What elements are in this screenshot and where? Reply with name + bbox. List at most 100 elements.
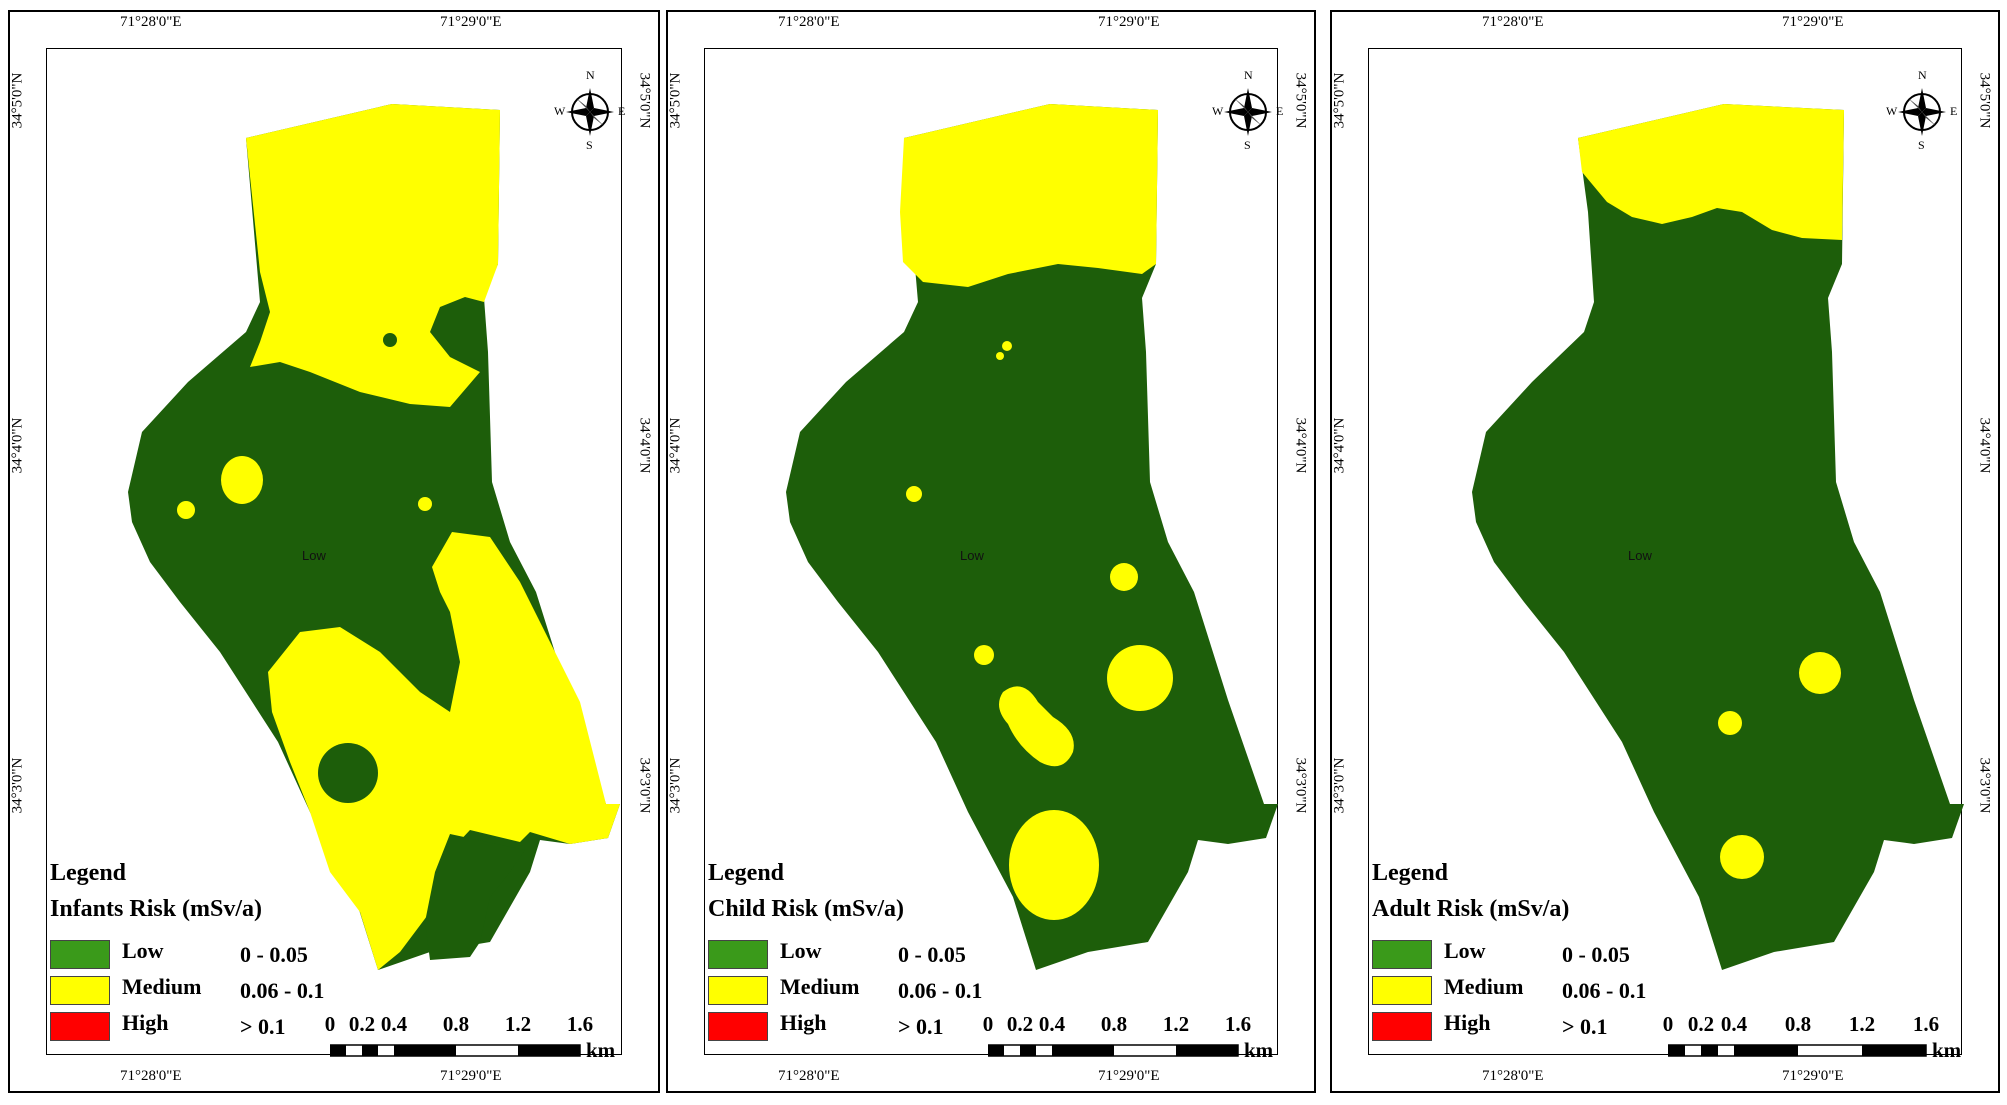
scale-tick: 1.6 bbox=[1912, 1012, 1940, 1036]
legend-label: High bbox=[122, 1010, 169, 1035]
zone-medium-1 bbox=[1799, 652, 1841, 694]
compass-w: W bbox=[554, 104, 566, 118]
lat-left-top: 34°5'0"N bbox=[1331, 72, 1348, 129]
zone-medium-2 bbox=[177, 501, 195, 519]
lat-right-bottom: 34°3'0"N bbox=[1976, 757, 1993, 814]
swatch-low bbox=[1372, 940, 1432, 969]
legend-range: 0 - 0.05 bbox=[1562, 942, 1630, 967]
zone-medium-8 bbox=[1009, 810, 1099, 920]
map-panel-infants: Low 71°28'0"E 71°29'0"E 71°28'0"E 71°29'… bbox=[8, 10, 660, 1093]
zone-medium-2 bbox=[1718, 711, 1742, 735]
lat-left-mid: 34°4'0"N bbox=[9, 417, 26, 474]
scale-unit: km bbox=[1932, 1038, 1962, 1062]
scale-tick: 0.4 bbox=[1720, 1012, 1748, 1036]
legend-subtitle: Adult Risk (mSv/a) bbox=[1372, 896, 1570, 922]
bottom-lon-right: 71°29'0"E bbox=[1098, 1068, 1160, 1084]
legend-subtitle: Child Risk (mSv/a) bbox=[708, 896, 905, 922]
legend-subtitle: Infants Risk (mSv/a) bbox=[50, 896, 263, 922]
scale-bar: 0 0.2 0.4 0.8 1.2 1.6 km bbox=[983, 1012, 1273, 1062]
swatch-medium bbox=[1372, 976, 1432, 1005]
compass-s: S bbox=[586, 138, 593, 152]
map-panel-adult: Low 71°28'0"E 71°29'0"E 71°28'0"E 71°29'… bbox=[1330, 10, 2000, 1093]
zone-medium-6 bbox=[974, 645, 994, 665]
zone-low-south bbox=[425, 834, 525, 960]
zone-medium-2 bbox=[1002, 341, 1012, 351]
legend-label: Low bbox=[780, 938, 822, 963]
legend-label: Medium bbox=[780, 974, 860, 999]
legend-range: > 0.1 bbox=[1562, 1014, 1608, 1039]
north-arrow: N S W E bbox=[1212, 68, 1283, 152]
legend-range: 0.06 - 0.1 bbox=[898, 978, 983, 1003]
zone-medium-1 bbox=[906, 486, 922, 502]
zone-medium-east bbox=[268, 532, 620, 970]
top-lon-left: 71°28'0"E bbox=[778, 14, 840, 30]
compass-w: W bbox=[1886, 104, 1898, 118]
compass-rose-icon bbox=[1898, 88, 1946, 136]
scale-tick: 1.2 bbox=[1848, 1012, 1876, 1036]
legend-range: 0.06 - 0.1 bbox=[240, 978, 325, 1003]
scale-tick: 1.2 bbox=[1162, 1012, 1190, 1036]
zone-medium-3 bbox=[418, 497, 432, 511]
map-svg bbox=[786, 104, 1278, 970]
bottom-lon-left: 71°28'0"E bbox=[1482, 1068, 1544, 1084]
lat-left-mid: 34°4'0"N bbox=[667, 417, 684, 474]
compass-e: E bbox=[618, 104, 626, 118]
zone-low-dot bbox=[383, 333, 397, 347]
top-lon-left: 71°28'0"E bbox=[1482, 14, 1544, 30]
lat-left-top: 34°5'0"N bbox=[9, 72, 26, 129]
compass-n: N bbox=[1918, 68, 1927, 82]
swatch-high bbox=[1372, 1012, 1432, 1041]
lat-right-top: 34°5'0"N bbox=[1292, 72, 1309, 129]
bottom-lon-left: 71°28'0"E bbox=[120, 1068, 182, 1084]
compass-rose-icon bbox=[1224, 88, 1272, 136]
zone-medium-north bbox=[1578, 104, 1844, 240]
scale-tick: 0.4 bbox=[380, 1012, 408, 1036]
lat-left-bottom: 34°3'0"N bbox=[667, 757, 684, 814]
scale-tick: 1.6 bbox=[1224, 1012, 1252, 1036]
zone-medium-5 bbox=[1107, 645, 1173, 711]
swatch-medium bbox=[708, 976, 768, 1005]
lat-right-mid: 34°4'0"N bbox=[636, 417, 653, 474]
lat-right-bottom: 34°3'0"N bbox=[636, 757, 653, 814]
north-arrow: N S W E bbox=[554, 68, 625, 152]
scale-tick: 0.2 bbox=[1006, 1012, 1034, 1036]
compass-rose-icon bbox=[566, 88, 614, 136]
lat-right-top: 34°5'0"N bbox=[1976, 72, 1993, 129]
scale-bar-graphic bbox=[330, 1044, 581, 1057]
legend-title: Legend bbox=[1372, 860, 1449, 886]
lat-right-mid: 34°4'0"N bbox=[1292, 417, 1309, 474]
swatch-high bbox=[50, 1012, 110, 1041]
scale-tick: 0.8 bbox=[442, 1012, 470, 1036]
bottom-lon-right: 71°29'0"E bbox=[1782, 1068, 1844, 1084]
legend-range: 0.06 - 0.1 bbox=[1562, 978, 1647, 1003]
top-lon-left: 71°28'0"E bbox=[120, 14, 182, 30]
scale-unit: km bbox=[1244, 1038, 1274, 1062]
zone-medium-3 bbox=[1720, 835, 1764, 879]
scale-tick: 1.6 bbox=[566, 1012, 594, 1036]
legend-range: > 0.1 bbox=[898, 1014, 944, 1039]
map-class-label: Low bbox=[1628, 548, 1652, 563]
zone-medium-7 bbox=[999, 686, 1074, 767]
legend-title: Legend bbox=[708, 860, 785, 886]
scale-tick: 0.2 bbox=[348, 1012, 376, 1036]
zone-medium-1 bbox=[221, 456, 263, 504]
scale-tick: 0.8 bbox=[1100, 1012, 1128, 1036]
map-class-label: Low bbox=[960, 548, 984, 563]
scale-tick: 0 bbox=[1662, 1012, 1674, 1036]
legend-label: Medium bbox=[122, 974, 202, 999]
zone-medium-4 bbox=[1110, 563, 1138, 591]
legend-range: > 0.1 bbox=[240, 1014, 286, 1039]
swatch-high bbox=[708, 1012, 768, 1041]
lat-left-top: 34°5'0"N bbox=[667, 72, 684, 129]
legend-label: Low bbox=[122, 938, 164, 963]
lat-right-bottom: 34°3'0"N bbox=[1292, 757, 1309, 814]
scale-tick: 0.2 bbox=[1687, 1012, 1715, 1036]
scale-unit: km bbox=[586, 1038, 616, 1062]
swatch-medium bbox=[50, 976, 110, 1005]
scale-bar: 0 0.2 0.4 0.8 1.2 1.6 km bbox=[325, 1012, 615, 1062]
compass-n: N bbox=[1244, 68, 1253, 82]
scale-tick: 0 bbox=[982, 1012, 994, 1036]
zone-medium-north bbox=[246, 104, 500, 407]
compass-e: E bbox=[1950, 104, 1958, 118]
lat-left-bottom: 34°3'0"N bbox=[9, 757, 26, 814]
